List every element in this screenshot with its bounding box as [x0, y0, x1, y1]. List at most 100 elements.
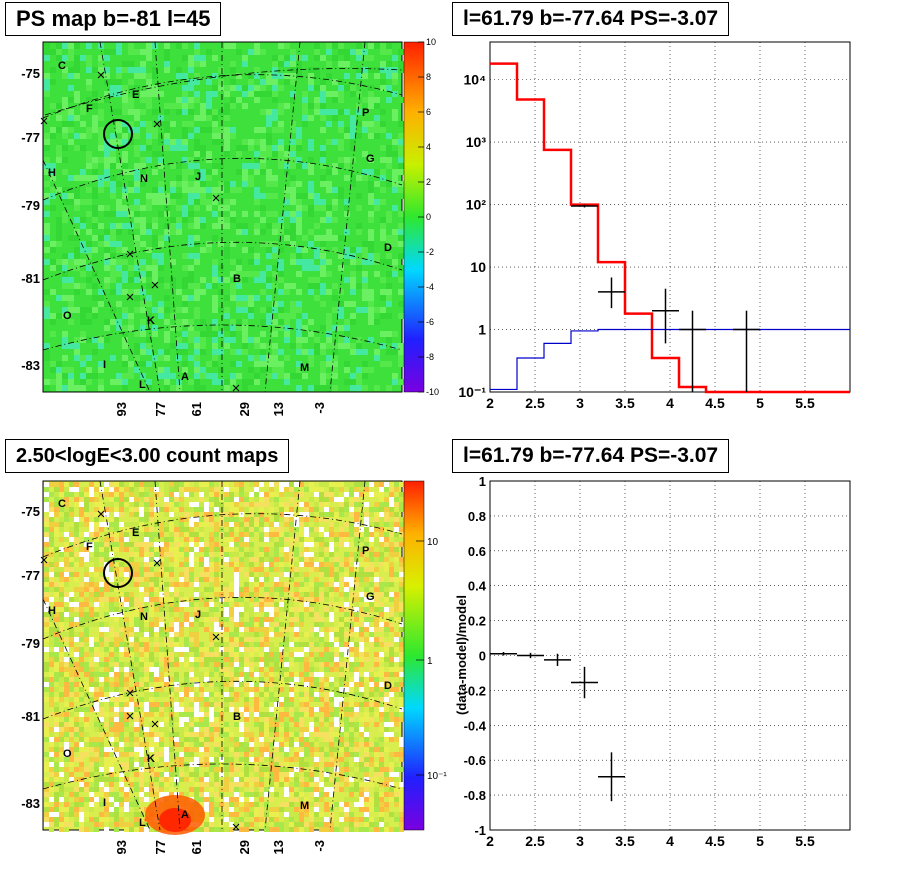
source-label-K: K	[147, 315, 155, 327]
residual-xtick-label: 2.5	[525, 833, 545, 849]
source-label-B: B	[233, 273, 241, 285]
spectrum-ytick-label: 10	[470, 259, 486, 275]
source-label-N: N	[140, 173, 148, 185]
spectrum-title: l=61.79 b=-77.64 PS=-3.07	[452, 2, 730, 36]
residual-xtick-label: 4	[666, 833, 674, 849]
source-label-G: G	[366, 153, 375, 165]
source-label-D: D	[384, 242, 392, 254]
source-label-E: E	[132, 527, 139, 539]
spectrum-xtick-label: 2.5	[525, 395, 545, 411]
source-crosses-2	[40, 510, 240, 831]
source-label-E: E	[132, 89, 139, 101]
residual-plot: 2 2.5 3 3.5 4 4.5 5 5.5 1 0.8 0.6 0.4 0.2 0 -0.2 -0.4 -…	[454, 474, 851, 849]
lon-tick-label: 13	[271, 402, 286, 416]
lat-tick-label: -79	[21, 198, 40, 213]
source-label-A: A	[181, 371, 189, 383]
ps-noise-pixels	[44, 43, 404, 391]
lat-tick-label: -83	[21, 796, 40, 811]
lon-tick-label: 93	[114, 840, 129, 854]
count-map: C E F P H G N J D B O K I L A M -75 -77 -79 -81 -83 93 77 61 2…	[21, 480, 447, 854]
spectrum-step-series-1	[490, 328, 850, 391]
source-label-H: H	[48, 605, 56, 617]
lon-tick-label: 77	[153, 402, 168, 416]
source-label-N: N	[140, 611, 148, 623]
ps-colorbar-tick-label: 8	[426, 72, 431, 82]
source-label-J: J	[195, 609, 201, 621]
spectrum-xtick-label: 5	[756, 395, 764, 411]
source-label-F: F	[86, 541, 93, 553]
ps-map-grid-lines	[42, 41, 403, 393]
spectrum-ytick-label: 1	[478, 322, 486, 338]
ps-colorbar-tick-label: -4	[426, 282, 434, 292]
residual-ytick-label: 0.8	[468, 509, 486, 524]
spectrum-xtick-label: 5.5	[795, 395, 815, 411]
source-label-L: L	[139, 817, 146, 829]
source-label-M: M	[300, 362, 309, 374]
spectrum-ytick-label: 10⁴	[464, 72, 487, 88]
residual-ytick-label: -0.2	[464, 683, 486, 698]
spectrum-ytick-label: 10²	[466, 197, 487, 213]
ps-colorbar-tick-label: -6	[426, 317, 434, 327]
ps-colorbar-tick-label: -8	[426, 352, 434, 362]
source-label-J: J	[195, 171, 201, 183]
spectrum-xtick-label: 3.5	[615, 395, 635, 411]
lon-tick-label: 77	[153, 840, 168, 854]
lat-tick-label: -77	[21, 568, 40, 583]
spectrum-xtick-label: 4	[666, 395, 674, 411]
source-label-P: P	[362, 107, 369, 119]
residual-xtick-label: 2	[486, 833, 494, 849]
spectrum-ytick-label: 10⁻¹	[458, 384, 486, 400]
lat-tick-label: -83	[21, 358, 40, 373]
residual-xtick-label: 3	[576, 833, 584, 849]
residual-xtick-label: 3.5	[615, 833, 635, 849]
source-label-C: C	[58, 498, 66, 510]
source-label-O: O	[63, 748, 72, 760]
lon-tick-label: 13	[271, 840, 286, 854]
spectrum-plot: 2 2.5 3 3.5 4 4.5 5 5.5 10⁻¹ 1 10 10² 10³ 10⁴	[458, 41, 851, 411]
source-label-K: K	[147, 753, 155, 765]
ps-colorbar-tick-label: 4	[426, 142, 431, 152]
ps-colorbar-tick-label: -10	[426, 387, 439, 397]
source-label-M: M	[300, 800, 309, 812]
lon-tick-label: 29	[237, 402, 252, 416]
source-label-G: G	[366, 591, 375, 603]
residual-ytick-label: 0.2	[468, 614, 486, 629]
residual-ytick-label: 0.4	[468, 579, 487, 594]
spectrum-step-series-0	[490, 62, 850, 394]
spectrum-xtick-label: 3	[576, 395, 584, 411]
ps-map-title: PS map b=-81 l=45	[5, 2, 222, 36]
ps-map: C E F P H G N J D B O K I L A M -75 -77 -79 -81 -83 93 77 61 2…	[21, 37, 439, 416]
source-label-D: D	[384, 680, 392, 692]
source-label-P: P	[362, 545, 369, 557]
source-region-circle-2	[103, 558, 133, 588]
spectrum-xtick-label: 2	[486, 395, 494, 411]
lat-tick-label: -77	[21, 130, 40, 145]
lat-tick-label: -81	[21, 271, 40, 286]
residual-ytick-label: -0.4	[464, 718, 487, 733]
source-label-O: O	[63, 310, 72, 322]
residual-ytick-label: 0	[479, 649, 486, 664]
residual-title: l=61.79 b=-77.64 PS=-3.07	[452, 439, 730, 473]
lon-tick-label: 61	[189, 402, 204, 416]
ps-colorbar: 10 8 6 4 2 0 -2 -4 -6 -8 -10	[403, 37, 439, 397]
ps-colorbar-tick-label: 10	[426, 37, 436, 47]
ps-colorbar-tick-label: 0	[426, 212, 431, 222]
residual-ytick-label: -0.8	[464, 788, 486, 803]
source-label-A: A	[181, 809, 189, 821]
residual-ytick-label: 0.6	[468, 544, 486, 559]
lon-tick-label: 93	[114, 402, 129, 416]
lon-tick-label: 29	[237, 840, 252, 854]
residual-xtick-label: 5.5	[795, 833, 815, 849]
residual-ytick-label: -1	[474, 823, 486, 838]
count-map-grid-lines	[42, 480, 403, 831]
source-label-C: C	[58, 60, 66, 72]
residual-ytick-label: -0.6	[464, 753, 486, 768]
count-colorbar: 10 1 10⁻¹	[403, 480, 447, 831]
source-label-H: H	[48, 167, 56, 179]
residual-ylabel: (data-model)/model	[454, 595, 469, 715]
lon-tick-label: -3	[312, 402, 327, 414]
residual-xtick-label: 4.5	[705, 833, 725, 849]
ps-colorbar-tick-label: -2	[426, 247, 434, 257]
lat-tick-label: -79	[21, 636, 40, 651]
source-label-L: L	[139, 379, 146, 391]
